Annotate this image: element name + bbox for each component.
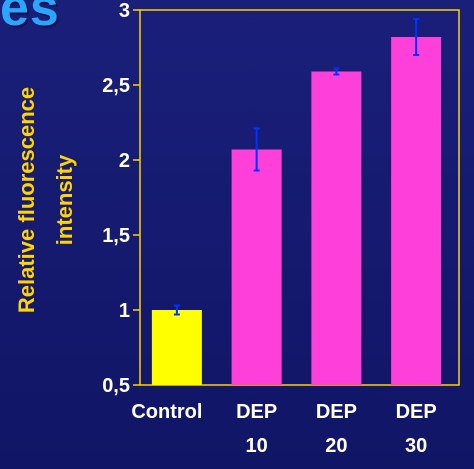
y-axis-label-line1: Relative fluorescence [14, 87, 39, 313]
y-tick-label: 1 [119, 300, 130, 322]
y-tick-label: 2 [119, 150, 130, 172]
y-tick-label: 0,5 [102, 375, 130, 397]
y-axis-label: Relative fluorescence intensity [14, 87, 77, 313]
x-category-label: DEP [396, 401, 437, 423]
y-tick-label: 3 [119, 0, 130, 22]
x-category-label: DEP [236, 401, 277, 423]
bar [231, 149, 282, 385]
x-category-label: Control [131, 401, 202, 423]
x-category-label-line2: 30 [405, 435, 427, 457]
y-tick-label: 2,5 [102, 75, 130, 97]
y-axis-label-line2: intensity [52, 154, 77, 245]
bar [311, 71, 362, 385]
x-category-label-line2: 10 [246, 435, 268, 457]
x-category-label-line2: 20 [325, 435, 347, 457]
title-fragment: es [0, 0, 60, 37]
x-category-label: DEP [316, 401, 357, 423]
bar [391, 37, 442, 385]
y-tick-label: 1,5 [102, 225, 130, 247]
plot-frame [139, 9, 460, 386]
bar [151, 310, 202, 385]
